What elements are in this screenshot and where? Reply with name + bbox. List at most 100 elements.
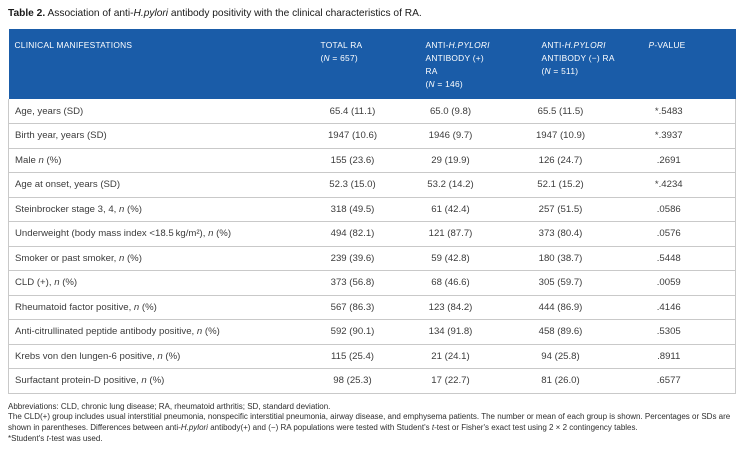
cell-label: CLD (+), n (%) xyxy=(8,270,301,296)
text-part: (%) xyxy=(124,252,142,264)
text-part: Association of anti- xyxy=(45,8,134,19)
page: Table 2. Association of anti-H.pylori an… xyxy=(0,7,743,464)
text-part: N xyxy=(428,79,435,89)
cell-total-ra: 155 (23.6) xyxy=(300,148,405,173)
cell-p-value: .2691 xyxy=(624,148,736,173)
cell-antibody-positive: 65.0 (9.8) xyxy=(404,99,497,124)
cell-label: Krebs von den lungen-6 positive, n (%) xyxy=(8,344,301,369)
text-part: Rheumatoid factor positive, xyxy=(15,301,134,313)
text-part: (%) xyxy=(124,203,142,215)
text-part: H.pylori xyxy=(180,423,208,433)
table-row: Steinbrocker stage 3, 4, n (%) 318 (49.5)… xyxy=(8,197,736,222)
text-part: t xyxy=(46,433,49,443)
cell-label: Male n (%) xyxy=(8,148,301,173)
cell-total-ra: 52.3 (15.0) xyxy=(300,172,405,198)
cell-antibody-positive: 68 (46.6) xyxy=(404,270,497,296)
text-part: Anti-citrullinated peptide antibody posi… xyxy=(15,326,197,338)
table-row: Smoker or past smoker, n (%) 239 (39.6) 59… xyxy=(8,246,736,271)
table-row: Anti-citrullinated peptide antibody posi… xyxy=(8,319,736,345)
cell-antibody-negative: 52.1 (15.2) xyxy=(496,172,625,198)
cell-antibody-positive: 61 (42.4) xyxy=(404,197,497,222)
text-part: ( xyxy=(320,53,324,63)
text-part: = 511) xyxy=(550,66,579,76)
text-part: ANTIBODY (−) RA xyxy=(541,53,615,63)
header-line: ANTIBODY (+) RA xyxy=(426,52,496,78)
text-part: n xyxy=(133,301,140,313)
cell-p-value: .0586 xyxy=(624,197,736,222)
text-part: H.PYLORI xyxy=(448,40,490,50)
cell-label: Underweight (body mass index <18.5 kg/m²… xyxy=(8,221,301,247)
text-part: = 657) xyxy=(329,53,358,63)
footnotes: Abbreviations: CLD, chronic lung disease… xyxy=(8,402,739,445)
table-row: CLD (+), n (%) 373 (56.8) 68 (46.6) 305 (59… xyxy=(8,270,736,296)
table-row: Krebs von den lungen-6 positive, n (%) 11… xyxy=(8,344,736,369)
text-part: n xyxy=(118,252,125,264)
text-part: (%) xyxy=(43,154,62,166)
col-header-antibody-negative-ra: ANTI-H.PYLORI ANTIBODY (−) RA (N = 511) xyxy=(496,29,625,99)
table-row: Underweight (body mass index <18.5 kg/m²… xyxy=(8,221,736,247)
text-part: P xyxy=(648,40,655,50)
cell-total-ra: 592 (90.1) xyxy=(300,319,405,345)
cell-p-value: .5305 xyxy=(624,319,736,345)
cell-antibody-positive: 29 (19.9) xyxy=(404,148,497,173)
text-part: n xyxy=(141,375,147,387)
col-header-total-ra: TOTAL RA (N = 657) xyxy=(300,29,405,99)
cell-label: Age, years (SD) xyxy=(8,99,301,124)
table-row: Surfactant protein-D positive, n (%) 98 (… xyxy=(8,368,736,394)
cell-p-value: .0576 xyxy=(624,221,736,247)
text-part: Krebs von den lungen-6 positive, xyxy=(15,350,158,362)
text-part: n xyxy=(54,277,60,289)
header-line: (N = 511) xyxy=(542,65,624,78)
text-part: t xyxy=(431,423,435,433)
cell-antibody-negative: 81 (26.0) xyxy=(496,368,625,394)
table-row: Age, years (SD) 65.4 (11.1) 65.0 (9.8) 65.5… xyxy=(8,99,736,124)
cell-label: Anti-citrullinated peptide antibody posi… xyxy=(8,319,301,345)
cell-antibody-positive: 21 (24.1) xyxy=(404,344,497,369)
cell-antibody-negative: 257 (51.5) xyxy=(496,197,625,222)
cell-antibody-negative: 444 (86.9) xyxy=(496,295,625,320)
text-part: TOTAL RA xyxy=(320,40,363,50)
cell-antibody-negative: 458 (89.6) xyxy=(496,319,625,345)
text-part: ( xyxy=(541,66,545,76)
cell-label: Birth year, years (SD) xyxy=(8,123,301,149)
header-line: (N = 146) xyxy=(426,78,496,91)
header-line: ANTIBODY (−) RA xyxy=(542,52,624,65)
table-row: Rheumatoid factor positive, n (%) 567 (86… xyxy=(8,295,736,320)
cell-antibody-negative: 373 (80.4) xyxy=(496,221,625,247)
cell-total-ra: 567 (86.3) xyxy=(300,295,405,320)
cell-p-value: .0059 xyxy=(624,270,736,296)
text-part: Smoker or past smoker, xyxy=(15,252,119,264)
header-row: CLINICAL MANIFESTATIONS TOTAL RA ( N = 657… xyxy=(8,29,736,99)
cell-total-ra: 318 (49.5) xyxy=(300,197,405,222)
cell-antibody-negative: 180 (38.7) xyxy=(496,246,625,271)
cell-total-ra: 1947 (10.6) xyxy=(300,123,405,149)
header-line: ANTI-H.PYLORI xyxy=(542,39,624,52)
cell-p-value: .4146 xyxy=(624,295,736,320)
text-part: n xyxy=(38,154,44,166)
text-part: -test or Fisher's exact test using 2 × 2… xyxy=(434,423,638,433)
cell-total-ra: 98 (25.3) xyxy=(300,368,405,394)
text-part: -test was used. xyxy=(48,433,103,443)
text-part: (%) xyxy=(139,301,157,313)
table-title: Table 2. Association of anti-H.pylori an… xyxy=(8,7,743,20)
header-line: P-VALUE xyxy=(649,39,735,52)
cell-label: Surfactant protein-D positive, n (%) xyxy=(8,368,301,394)
col-header-clinical-manifestations: CLINICAL MANIFESTATIONS xyxy=(8,29,301,99)
footnote-students-t-test: *Student's t-test was used. xyxy=(8,434,739,445)
cell-antibody-positive: 134 (91.8) xyxy=(404,319,497,345)
text-part: Surfactant protein-D positive, xyxy=(15,375,142,387)
text-part: n xyxy=(196,326,203,338)
cell-antibody-negative: 94 (25.8) xyxy=(496,344,625,369)
cell-p-value: .6577 xyxy=(624,368,736,394)
cell-antibody-positive: 121 (87.7) xyxy=(404,221,497,247)
col-header-antibody-positive-ra: ANTI-H.PYLORI ANTIBODY (+) RA (N = 146) xyxy=(404,29,497,99)
text-part: Male xyxy=(15,154,39,166)
text-part: Age at onset, years (SD) xyxy=(15,179,121,191)
cell-label: Rheumatoid factor positive, n (%) xyxy=(8,295,301,320)
table-row: Male n (%) 155 (23.6) 29 (19.9) 126 (24.7).… xyxy=(8,148,736,173)
cell-total-ra: 65.4 (11.1) xyxy=(300,99,405,124)
header-line: TOTAL RA xyxy=(321,39,404,52)
text-part: Underweight (body mass index <18.5 kg/m²… xyxy=(15,228,209,240)
text-part: Birth year, years (SD) xyxy=(15,130,107,142)
cell-antibody-positive: 17 (22.7) xyxy=(404,368,497,394)
